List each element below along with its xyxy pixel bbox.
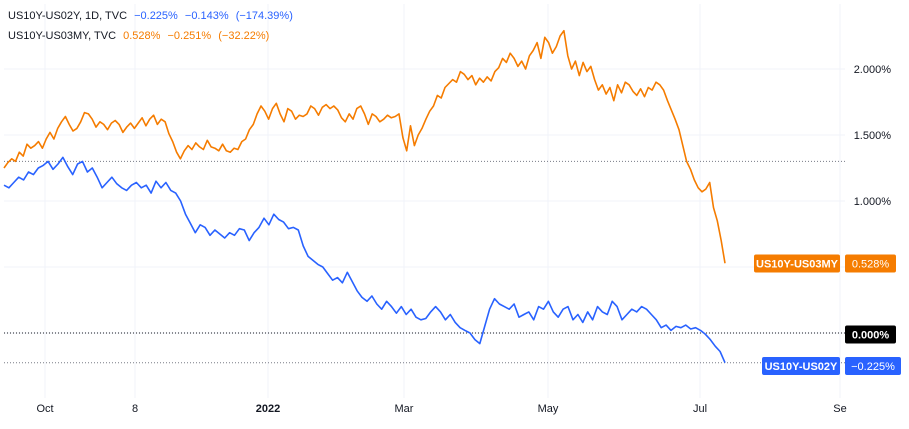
x-tick-label: May (538, 403, 559, 415)
x-tick-label: Se (833, 403, 846, 415)
legend-symbol: US10Y-US03MY, TVC (8, 30, 117, 42)
y-tick-label: 1.500% (854, 130, 892, 142)
x-axis: Oct 8 2022 Mar May Jul Se (36, 403, 846, 415)
x-tick-label: Jul (693, 403, 707, 415)
legend-symbol: US10Y-US02Y, 1D, TVC (8, 10, 128, 22)
price-tag (845, 254, 896, 273)
legend-row-spread-3m[interactable]: US10Y-US03MY, TVC 0.528% −0.251% (−32.22… (8, 30, 273, 42)
grid (4, 4, 845, 398)
price-tag (845, 357, 901, 375)
zero-price-tag-text: 0.000% (852, 330, 890, 342)
price-tag-text: 0.528% (852, 259, 890, 271)
legend-last: 0.528% (123, 30, 161, 42)
reference-lines (4, 160, 845, 364)
legend-change-pct: (−32.22%) (218, 30, 270, 42)
series (3, 29, 726, 364)
zero-price-tag (845, 325, 896, 344)
price-labels: US10Y-US03MY 0.528% 0.000% US10Y-US02Y −0.22… (754, 254, 901, 375)
x-tick-label: Oct (36, 403, 53, 415)
x-tick-label: 2022 (256, 403, 280, 415)
legend-change-pct: (−174.39%) (235, 10, 293, 22)
legend-change: −0.251% (167, 30, 212, 42)
series-line-us10y-us02y (3, 156, 726, 364)
y-tick-label: 1.000% (854, 196, 892, 208)
x-tick-label: Mar (395, 403, 414, 415)
legend-last: −0.225% (134, 10, 178, 22)
price-tag-text: −0.225% (851, 361, 895, 373)
y-tick-label: 2.000% (854, 64, 892, 76)
legend-change: −0.143% (184, 10, 229, 22)
series-name-tag-text: US10Y-US03MY (756, 259, 839, 271)
legend-row-spread-2y[interactable]: US10Y-US02Y, 1D, TVC −0.225% −0.143% (−1… (8, 10, 297, 22)
series-name-tag (754, 254, 840, 273)
x-tick-label: 8 (132, 403, 138, 415)
y-axis: 2.000% 1.500% 1.000% (854, 64, 892, 208)
series-name-tag (762, 357, 840, 375)
series-name-tag-text: US10Y-US02Y (765, 361, 838, 373)
series-line-us10y-us03my (3, 29, 726, 264)
